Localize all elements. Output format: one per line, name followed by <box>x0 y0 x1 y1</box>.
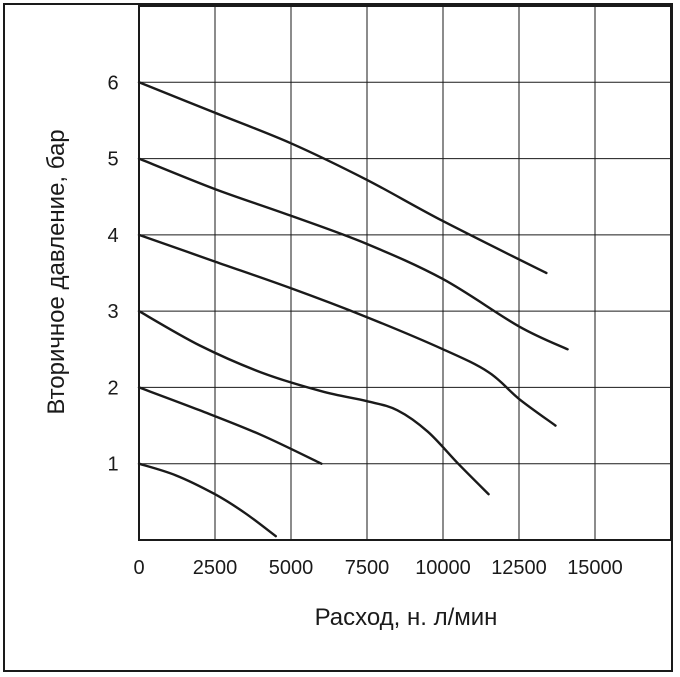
y-tick-label: 1 <box>107 454 118 476</box>
y-tick-label: 2 <box>107 377 118 399</box>
y-tick-label: 3 <box>107 301 118 323</box>
series-line <box>137 462 277 538</box>
x-tick-labels: 0 2500 5000 7500 10000 12500 15000 <box>133 557 622 579</box>
x-tick-label: 0 <box>133 557 144 579</box>
x-axis-label: Расход, н. л/мин <box>315 604 498 631</box>
x-tick-label: 10000 <box>415 557 471 579</box>
x-tick-label: 2500 <box>193 557 238 579</box>
series-line <box>137 233 557 427</box>
series-line <box>137 81 548 275</box>
y-axis-label: Вторичное давление, бар <box>43 129 70 414</box>
x-tick-label: 15000 <box>567 557 623 579</box>
chart-frame <box>3 3 673 672</box>
series-line <box>137 157 569 351</box>
y-tick-label: 4 <box>107 225 118 247</box>
plot-border <box>138 5 672 541</box>
y-tick-label: 6 <box>107 72 118 94</box>
x-tick-label: 12500 <box>491 557 547 579</box>
y-tick-labels: 1 2 3 4 5 6 <box>107 72 118 475</box>
x-tick-label: 7500 <box>345 557 390 579</box>
series-line <box>137 309 490 496</box>
series-group <box>137 81 569 538</box>
grid <box>139 6 671 540</box>
y-tick-label: 5 <box>107 149 118 171</box>
x-tick-label: 5000 <box>269 557 314 579</box>
series-line <box>137 386 323 465</box>
